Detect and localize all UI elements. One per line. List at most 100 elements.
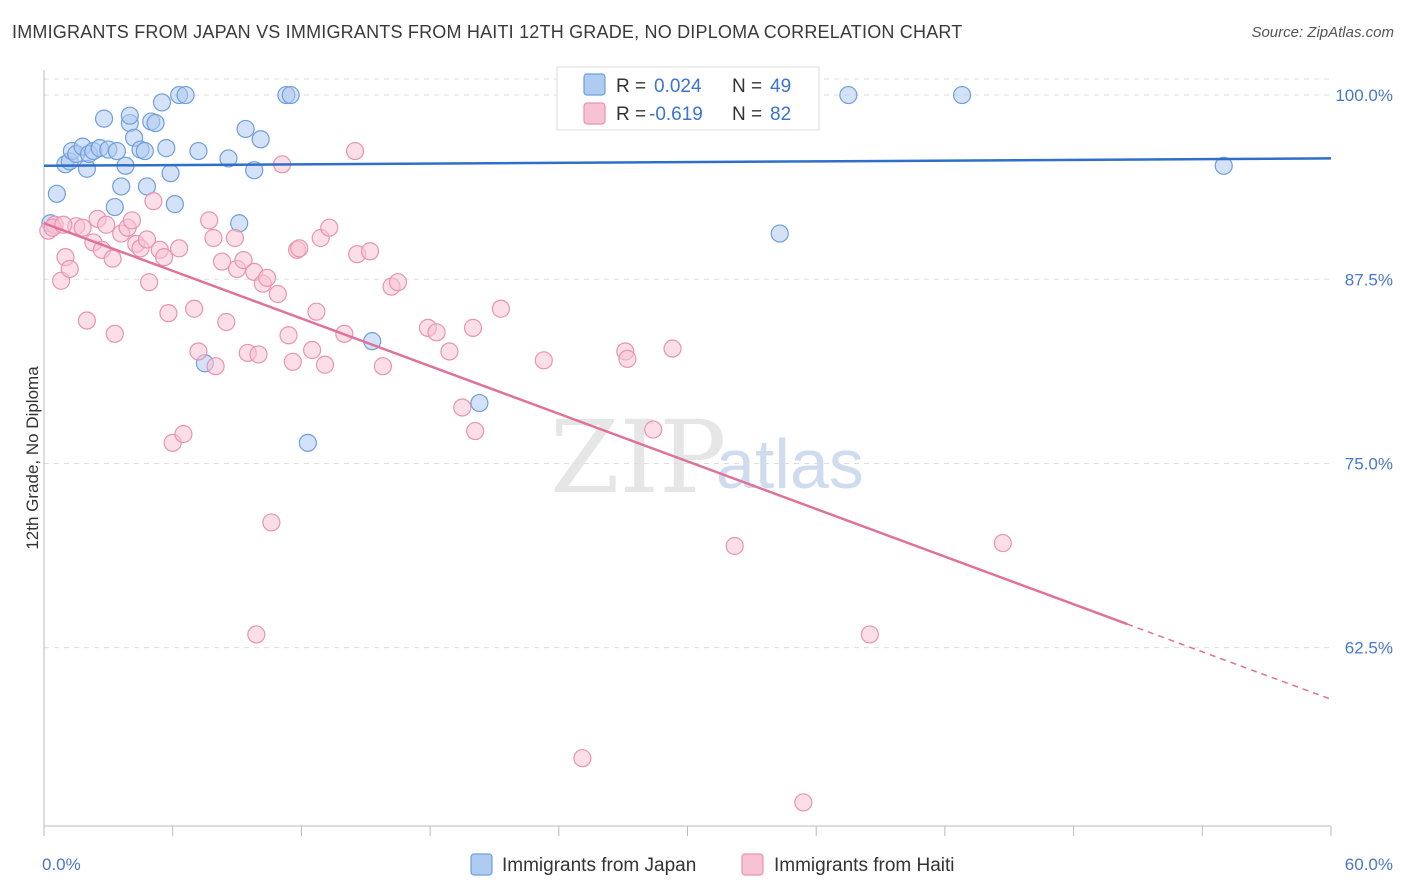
haiti-point (249, 345, 268, 364)
x-tick-label: 60.0% (1345, 855, 1393, 874)
japan-point (470, 393, 489, 413)
haiti-point (73, 218, 92, 237)
axes: 100.0% 87.5% 75.0% 62.5% 0.0% 60.0% (42, 70, 1393, 874)
haiti-point (307, 302, 326, 321)
haiti-point (137, 230, 157, 249)
haiti-point (794, 793, 813, 812)
haiti-point (77, 311, 97, 330)
japan-point (281, 85, 300, 105)
chart-title: IMMIGRANTS FROM JAPAN VS IMMIGRANTS FROM… (12, 22, 963, 42)
bottom-legend-japan-swatch (470, 853, 493, 876)
bottom-legend-haiti-label: Immigrants from Haiti (774, 855, 955, 876)
haiti-point (453, 398, 472, 417)
haiti-point (105, 324, 124, 343)
japan-point (161, 164, 180, 183)
legend-haiti-r-label: R = (616, 104, 646, 125)
bottom-legend-japan-label: Immigrants from Japan (502, 855, 696, 876)
haiti-point (200, 211, 219, 230)
watermark-zip: ZIP (550, 399, 726, 516)
haiti-point (247, 625, 266, 644)
haiti-point (388, 273, 408, 292)
haiti-point (360, 242, 380, 261)
haiti-point (663, 339, 682, 358)
haiti-point (185, 299, 204, 318)
haiti-point (159, 304, 178, 323)
japan-point (165, 195, 184, 214)
japan-point (245, 161, 264, 180)
japan-point (120, 106, 139, 125)
haiti-point (257, 268, 277, 287)
japan-point (952, 85, 972, 105)
haiti-point (155, 248, 174, 267)
haiti-point (860, 625, 879, 644)
bottom-legend-haiti-swatch (741, 853, 764, 876)
haiti-point (225, 228, 245, 248)
haiti-point (234, 251, 253, 270)
haiti-point (283, 352, 302, 371)
japan-point (157, 139, 176, 158)
haiti-point (320, 218, 339, 237)
haiti-point (644, 420, 663, 439)
legend-japan-n-label: N = (732, 76, 762, 97)
legend-japan-r-value: 0.024 (654, 76, 702, 97)
haiti-point (373, 357, 393, 376)
haiti-point (279, 326, 298, 345)
watermark: ZIP atlas (550, 399, 864, 516)
japan-point (219, 149, 238, 168)
haiti-point (60, 259, 79, 279)
japan-point (135, 141, 154, 161)
haiti-point (212, 252, 232, 271)
japan-point (1214, 156, 1233, 175)
japan-point (770, 224, 789, 243)
legend-japan-swatch (583, 73, 606, 96)
haiti-point (174, 424, 193, 444)
correlation-legend: R = 0.024 N = 49 R = -0.619 N = 82 (556, 66, 820, 131)
series-japan-points (41, 85, 1233, 452)
japan-point (176, 85, 195, 105)
series-legend: Immigrants from Japan Immigrants from Ha… (470, 853, 955, 876)
watermark-atlas: atlas (716, 425, 864, 503)
legend-haiti-n-label: N = (732, 104, 762, 125)
haiti-point (618, 349, 637, 368)
haiti-point (140, 273, 159, 292)
y-tick-label: 100.0% (1335, 86, 1393, 105)
source-credit: Source: ZipAtlas.com (1251, 24, 1394, 41)
japan-point (146, 113, 165, 133)
y-tick-label: 62.5% (1345, 639, 1393, 658)
trend-line-haiti (43, 222, 1128, 626)
japan-point (298, 433, 317, 452)
y-tick-label: 75.0% (1345, 454, 1393, 473)
haiti-point (345, 141, 365, 161)
haiti-point (427, 323, 446, 342)
japan-point (251, 130, 270, 149)
haiti-point (440, 342, 459, 361)
haiti-point (262, 513, 281, 532)
japan-point (839, 85, 858, 105)
haiti-point (189, 342, 208, 361)
y-tick-label: 87.5% (1345, 270, 1393, 289)
haiti-point (268, 284, 287, 304)
haiti-point (103, 249, 122, 268)
legend-haiti-r-value: -0.619 (649, 104, 703, 125)
haiti-point (290, 239, 309, 258)
haiti-point (491, 299, 510, 318)
trend-line-haiti-extension (1126, 623, 1332, 700)
haiti-point (217, 312, 236, 332)
trend-line-japan (43, 157, 1332, 168)
japan-point (107, 141, 127, 161)
series-haiti-points (39, 141, 1012, 812)
trend-lines (43, 157, 1332, 700)
y-axis-label: 12th Grade, No Diploma (23, 366, 42, 550)
japan-point (112, 177, 131, 196)
japan-point (152, 93, 172, 112)
legend-haiti-swatch (583, 102, 606, 125)
legend-haiti-n-value: 82 (770, 104, 791, 125)
haiti-point (204, 228, 223, 248)
haiti-point (534, 351, 553, 370)
japan-point (105, 197, 124, 217)
haiti-point (463, 318, 483, 337)
haiti-point (122, 211, 142, 230)
japan-point (47, 184, 66, 203)
haiti-point (993, 533, 1012, 553)
